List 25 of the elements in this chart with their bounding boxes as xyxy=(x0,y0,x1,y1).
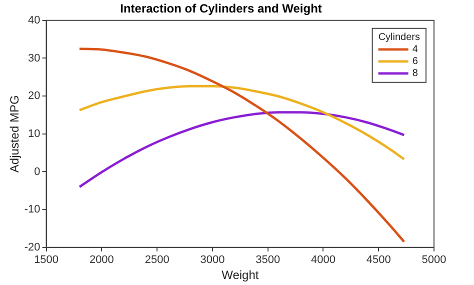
x-tick-label: 3500 xyxy=(256,254,280,266)
x-tick-label: 4500 xyxy=(366,254,391,266)
chart-title: Interaction of Cylinders and Weight xyxy=(120,2,322,16)
x-tick-label: 5000 xyxy=(422,254,446,266)
y-tick-label: 0 xyxy=(34,166,40,178)
legend-label: 6 xyxy=(412,56,418,68)
x-tick-label: 2500 xyxy=(144,254,170,266)
x-axis-title: Weight xyxy=(222,268,260,282)
y-tick-label: 20 xyxy=(28,90,40,102)
y-tick-label: 40 xyxy=(28,14,40,26)
line-series xyxy=(78,111,406,188)
legend-title: Cylinders xyxy=(378,32,420,44)
x-tick-label: 3000 xyxy=(200,254,225,266)
x-tick-label: 4000 xyxy=(310,254,336,266)
line-series xyxy=(78,48,406,243)
y-axis-title: Adjusted MPG xyxy=(8,95,22,173)
x-tick-label: 1500 xyxy=(34,254,59,266)
y-tick-label: -20 xyxy=(24,241,40,254)
y-tick-label: 30 xyxy=(28,52,40,64)
line-series xyxy=(78,85,406,160)
x-tick-label: 2000 xyxy=(89,254,114,266)
legend-label: 8 xyxy=(412,68,418,80)
legend-label: 4 xyxy=(412,44,418,56)
y-tick-label: -10 xyxy=(24,204,40,216)
y-tick-label: 10 xyxy=(28,128,40,140)
